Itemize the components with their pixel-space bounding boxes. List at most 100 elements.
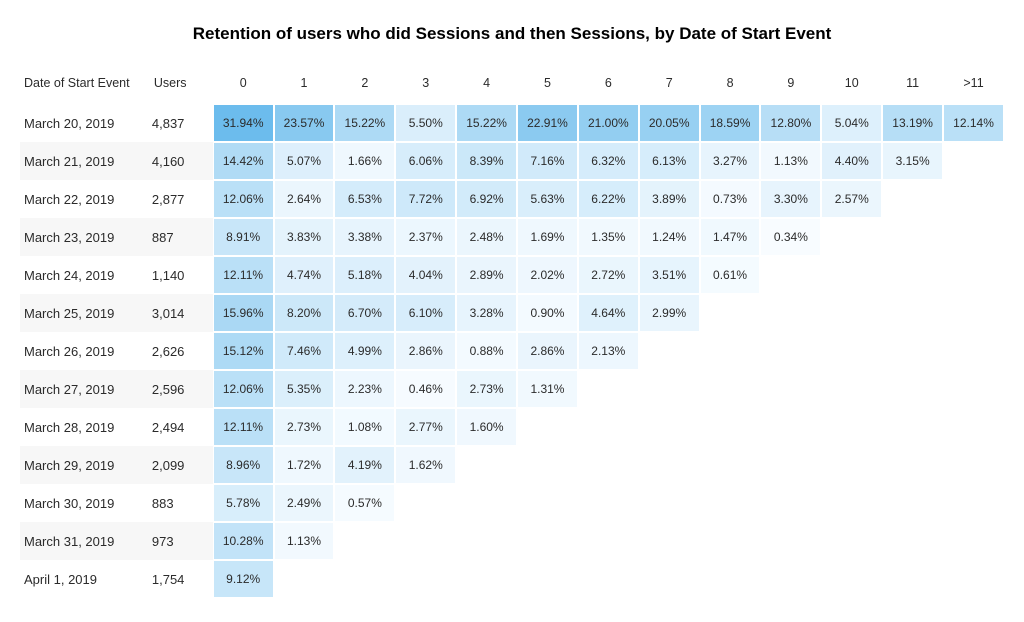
retention-cell: 18.59% (700, 104, 761, 142)
retention-cell: 8.39% (456, 142, 517, 180)
retention-cell (760, 408, 821, 446)
retention-cell: 1.69% (517, 218, 578, 256)
retention-cell (334, 522, 395, 560)
row-users: 4,160 (152, 142, 213, 180)
row-date: March 29, 2019 (20, 446, 152, 484)
retention-cell: 1.66% (334, 142, 395, 180)
row-users: 2,099 (152, 446, 213, 484)
retention-cell (821, 408, 882, 446)
retention-cell: 1.35% (578, 218, 639, 256)
retention-cell: 1.60% (456, 408, 517, 446)
retention-cell: 15.22% (334, 104, 395, 142)
header-users: Users (152, 66, 213, 104)
retention-cell (456, 522, 517, 560)
retention-cell (943, 142, 1004, 180)
retention-cell (334, 560, 395, 598)
retention-cell: 12.14% (943, 104, 1004, 142)
retention-cell (639, 446, 700, 484)
table-row: March 23, 20198878.91%3.83%3.38%2.37%2.4… (20, 218, 1004, 256)
retention-cell: 6.06% (395, 142, 456, 180)
retention-cell: 4.40% (821, 142, 882, 180)
header-period: 3 (395, 66, 456, 104)
retention-cell (760, 484, 821, 522)
row-date: March 23, 2019 (20, 218, 152, 256)
retention-cell (700, 294, 761, 332)
retention-cell (821, 522, 882, 560)
retention-cell: 6.92% (456, 180, 517, 218)
header-period: 4 (456, 66, 517, 104)
retention-cell: 0.34% (760, 218, 821, 256)
table-row: March 29, 20192,0998.96%1.72%4.19%1.62% (20, 446, 1004, 484)
retention-cell (821, 560, 882, 598)
retention-cell (700, 560, 761, 598)
retention-cell: 2.72% (578, 256, 639, 294)
row-date: March 28, 2019 (20, 408, 152, 446)
retention-cell (821, 484, 882, 522)
row-date: March 30, 2019 (20, 484, 152, 522)
retention-cell (639, 332, 700, 370)
retention-cell (882, 408, 943, 446)
row-date: March 20, 2019 (20, 104, 152, 142)
retention-cell (578, 408, 639, 446)
retention-cell (700, 446, 761, 484)
retention-table: Date of Start Event Users 01234567891011… (20, 66, 1004, 598)
table-row: March 24, 20191,14012.11%4.74%5.18%4.04%… (20, 256, 1004, 294)
retention-cell: 2.99% (639, 294, 700, 332)
header-period: 9 (760, 66, 821, 104)
retention-cell (882, 446, 943, 484)
retention-cell: 5.63% (517, 180, 578, 218)
retention-cell: 7.46% (274, 332, 335, 370)
retention-cell: 6.10% (395, 294, 456, 332)
retention-cell: 3.51% (639, 256, 700, 294)
row-users: 2,877 (152, 180, 213, 218)
retention-cell: 1.62% (395, 446, 456, 484)
retention-cell: 2.23% (334, 370, 395, 408)
retention-cell: 14.42% (213, 142, 274, 180)
retention-cell (456, 560, 517, 598)
retention-cell: 6.32% (578, 142, 639, 180)
retention-cell: 3.89% (639, 180, 700, 218)
retention-cell: 20.05% (639, 104, 700, 142)
retention-cell: 1.13% (274, 522, 335, 560)
row-date: March 26, 2019 (20, 332, 152, 370)
retention-cell (517, 446, 578, 484)
retention-cell (578, 560, 639, 598)
row-date: March 31, 2019 (20, 522, 152, 560)
retention-cell (821, 370, 882, 408)
retention-cell: 1.72% (274, 446, 335, 484)
retention-cell (517, 522, 578, 560)
retention-cell: 8.20% (274, 294, 335, 332)
retention-cell (760, 370, 821, 408)
retention-cell: 15.12% (213, 332, 274, 370)
retention-cell: 6.22% (578, 180, 639, 218)
retention-cell: 0.88% (456, 332, 517, 370)
retention-cell: 4.99% (334, 332, 395, 370)
retention-cell (700, 408, 761, 446)
retention-cell (882, 180, 943, 218)
retention-cell: 1.13% (760, 142, 821, 180)
retention-cell: 2.02% (517, 256, 578, 294)
row-date: April 1, 2019 (20, 560, 152, 598)
retention-cell (943, 180, 1004, 218)
retention-cell (943, 256, 1004, 294)
table-row: March 31, 201997310.28%1.13% (20, 522, 1004, 560)
retention-cell (578, 370, 639, 408)
retention-cell: 8.96% (213, 446, 274, 484)
retention-cell: 15.22% (456, 104, 517, 142)
retention-cell: 3.15% (882, 142, 943, 180)
row-date: March 27, 2019 (20, 370, 152, 408)
retention-cell (882, 522, 943, 560)
retention-cell (517, 560, 578, 598)
retention-cell: 6.70% (334, 294, 395, 332)
retention-cell: 2.37% (395, 218, 456, 256)
retention-cell (760, 332, 821, 370)
table-row: March 20, 20194,83731.94%23.57%15.22%5.5… (20, 104, 1004, 142)
retention-cell: 5.78% (213, 484, 274, 522)
table-row: March 30, 20198835.78%2.49%0.57% (20, 484, 1004, 522)
retention-cell: 12.06% (213, 370, 274, 408)
header-date: Date of Start Event (20, 66, 152, 104)
row-users: 4,837 (152, 104, 213, 142)
retention-cell: 7.16% (517, 142, 578, 180)
row-users: 973 (152, 522, 213, 560)
retention-cell (578, 522, 639, 560)
